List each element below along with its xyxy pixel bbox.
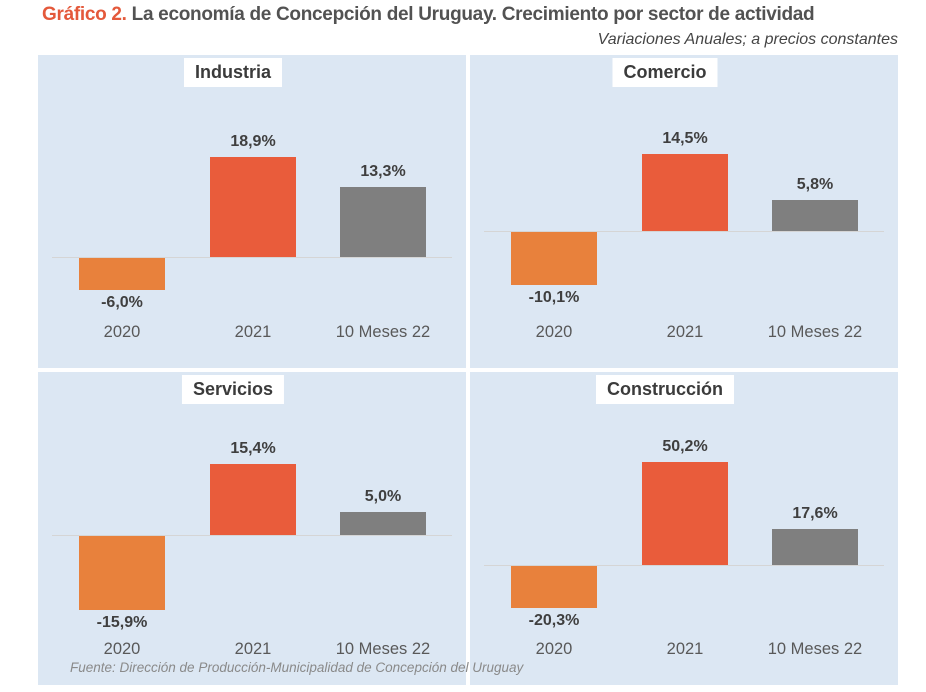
x-axis-line xyxy=(484,565,884,566)
chart-panel-construccin: Construcción -20,3% 2020 50,2% 2021 17,6% 10 M… xyxy=(470,372,898,685)
value-label: 14,5% xyxy=(662,130,708,147)
bar-2020 xyxy=(511,566,597,608)
category-label: 2020 xyxy=(535,323,573,341)
category-label: 10 Meses 22 xyxy=(767,640,863,658)
value-label: 5,8% xyxy=(796,176,834,193)
category-label: 2021 xyxy=(666,640,704,658)
value-label: -15,9% xyxy=(96,614,148,631)
bar-2021 xyxy=(210,157,296,257)
value-label: -6,0% xyxy=(101,294,143,311)
figure-title: Gráfico 2. La economía de Concepción del… xyxy=(42,4,902,26)
value-label: 13,3% xyxy=(360,163,406,180)
category-label: 10 Meses 22 xyxy=(335,640,431,658)
category-label: 10 Meses 22 xyxy=(767,323,863,341)
category-label: 2021 xyxy=(234,323,272,341)
bar-2021 xyxy=(642,462,728,565)
chart-panel-servicios: Servicios -15,9% 2020 15,4% 2021 5,0% 10 Meses… xyxy=(38,372,466,685)
figure-title-number: Gráfico 2. xyxy=(42,4,127,25)
value-label: 50,2% xyxy=(662,438,708,455)
x-axis-line xyxy=(484,231,884,232)
panel-title: Comercio xyxy=(612,58,718,87)
value-label: -10,1% xyxy=(528,289,580,306)
bar-2020 xyxy=(511,232,597,285)
value-label: -20,3% xyxy=(528,612,580,629)
bar-10-meses-22 xyxy=(772,200,858,231)
bar-2020 xyxy=(79,258,165,290)
panel-title: Servicios xyxy=(181,375,285,404)
bar-10-meses-22 xyxy=(340,187,426,257)
value-label: 17,6% xyxy=(792,505,838,522)
bar-10-meses-22 xyxy=(340,512,426,535)
category-label: 2020 xyxy=(103,640,141,658)
figure-title-text: La economía de Concepción del Uruguay. C… xyxy=(126,4,815,25)
category-label: 10 Meses 22 xyxy=(335,323,431,341)
value-label: 15,4% xyxy=(230,440,276,457)
category-label: 2020 xyxy=(535,640,573,658)
value-label: 18,9% xyxy=(230,133,276,150)
figure-subtitle: Variaciones Anuales; a precios constante… xyxy=(597,31,898,48)
category-label: 2021 xyxy=(234,640,272,658)
source-note: Fuente: Dirección de Producción-Municipa… xyxy=(70,660,524,675)
chart-panel-comercio: Comercio -10,1% 2020 14,5% 2021 5,8% 10 Meses … xyxy=(470,55,898,368)
category-label: 2021 xyxy=(666,323,704,341)
value-label: 5,0% xyxy=(364,488,402,505)
category-label: 2020 xyxy=(103,323,141,341)
chart-panel-industria: Industria -6,0% 2020 18,9% 2021 13,3% 10 Meses… xyxy=(38,55,466,368)
x-axis-line xyxy=(52,535,452,536)
panel-title: Construcción xyxy=(595,375,735,404)
bar-2021 xyxy=(210,464,296,535)
bar-2020 xyxy=(79,536,165,610)
bar-2021 xyxy=(642,154,728,231)
chart-grid: Industria -6,0% 2020 18,9% 2021 13,3% 10 Meses… xyxy=(38,55,898,685)
bar-10-meses-22 xyxy=(772,529,858,565)
panel-title: Industria xyxy=(183,58,283,87)
x-axis-line xyxy=(52,257,452,258)
